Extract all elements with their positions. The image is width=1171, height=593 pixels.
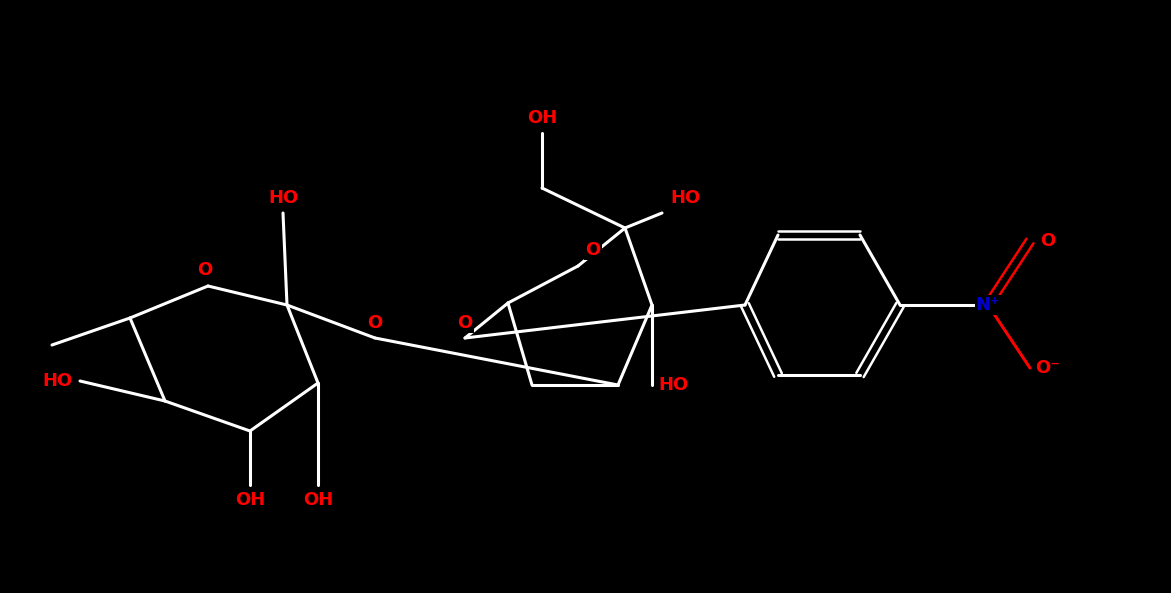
- Text: N⁺: N⁺: [975, 296, 1000, 314]
- Text: OH: OH: [303, 491, 333, 509]
- Text: HO: HO: [658, 376, 689, 394]
- Text: HO: HO: [268, 189, 299, 207]
- Text: HO: HO: [43, 372, 73, 390]
- Text: O⁻: O⁻: [1035, 359, 1061, 377]
- Text: OH: OH: [527, 109, 557, 127]
- Text: HO: HO: [670, 189, 700, 207]
- Text: O: O: [458, 314, 473, 332]
- Text: OH: OH: [235, 491, 265, 509]
- Text: O: O: [198, 261, 213, 279]
- Text: O: O: [586, 241, 601, 259]
- Text: O: O: [368, 314, 383, 332]
- Text: O: O: [1040, 232, 1055, 250]
